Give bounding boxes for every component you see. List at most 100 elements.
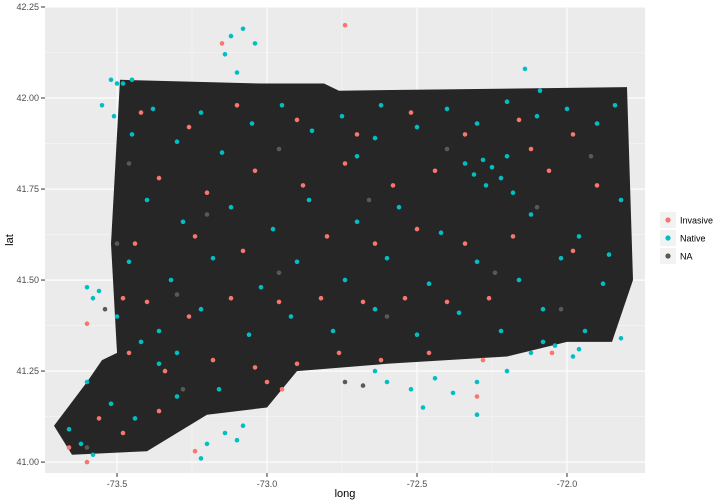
point-invasive (156, 408, 162, 414)
point-native (96, 288, 102, 294)
point-native (279, 103, 285, 108)
point-na (204, 212, 210, 217)
point-invasive (570, 132, 576, 137)
point-native (174, 394, 180, 399)
point-native (540, 339, 546, 345)
point-native (414, 124, 420, 130)
point-invasive (570, 248, 576, 254)
y-tick-label: 41.25 (16, 366, 39, 376)
point-native (576, 346, 582, 352)
point-invasive (162, 368, 168, 374)
point-native (408, 387, 414, 392)
point-invasive (84, 321, 90, 327)
point-invasive (300, 183, 306, 188)
point-native (234, 70, 240, 75)
point-invasive (240, 248, 246, 254)
point-native (474, 121, 480, 126)
point-native (480, 157, 486, 163)
point-native (90, 295, 96, 301)
point-invasive (402, 295, 408, 301)
point-native (216, 387, 222, 392)
x-tick-label: -72.5 (407, 479, 428, 489)
point-native (84, 379, 90, 385)
point-na (366, 197, 372, 203)
point-native (222, 52, 228, 57)
point-native (252, 41, 258, 46)
point-invasive (228, 295, 234, 301)
point-native (90, 452, 96, 458)
point-native (120, 81, 126, 86)
point-native (471, 172, 477, 177)
point-native (540, 306, 546, 312)
point-invasive (234, 103, 240, 108)
point-invasive (192, 448, 198, 454)
point-native (474, 412, 480, 418)
point-native (537, 88, 543, 93)
point-native (234, 437, 240, 443)
point-native (174, 350, 180, 356)
point-native (618, 336, 624, 341)
point-native (240, 26, 246, 32)
y-tick-label: 41.75 (16, 184, 39, 194)
point-native (483, 183, 489, 188)
point-native (222, 430, 228, 436)
point-native (126, 259, 132, 265)
legend-swatch (665, 235, 671, 241)
point-native (342, 277, 348, 283)
point-native (426, 281, 432, 287)
point-invasive (414, 226, 420, 232)
point-invasive (192, 234, 198, 239)
point-invasive (549, 350, 555, 356)
point-invasive (186, 124, 192, 130)
point-na (342, 379, 348, 385)
point-native (198, 306, 204, 312)
point-native (309, 128, 315, 134)
point-na (444, 146, 450, 152)
point-native (510, 190, 516, 195)
point-native (258, 285, 264, 290)
point-native (84, 285, 90, 290)
point-native (516, 277, 522, 283)
point-invasive (318, 295, 324, 301)
point-invasive (264, 379, 270, 385)
point-native (174, 139, 180, 144)
point-na (114, 241, 120, 246)
point-invasive (444, 299, 450, 305)
point-native (489, 164, 495, 170)
point-invasive (378, 357, 384, 363)
point-invasive (408, 110, 414, 115)
y-tick-label: 42.00 (16, 93, 39, 103)
point-invasive (126, 350, 132, 356)
point-invasive (252, 365, 258, 370)
point-invasive (66, 445, 72, 450)
point-native (504, 154, 510, 159)
point-native (108, 401, 114, 407)
point-native (354, 154, 360, 159)
point-native (372, 306, 378, 312)
point-invasive (510, 234, 516, 239)
point-invasive (294, 117, 300, 123)
point-native (228, 204, 234, 210)
point-invasive (432, 168, 438, 174)
point-invasive (462, 241, 468, 246)
point-invasive (324, 234, 330, 239)
point-native (456, 310, 462, 316)
point-invasive (462, 132, 468, 137)
point-na (492, 270, 498, 276)
legend-label: Native (680, 234, 706, 244)
x-tick-label: -73.5 (107, 479, 128, 489)
point-native (450, 390, 456, 396)
point-invasive (426, 350, 432, 356)
point-native (372, 368, 378, 374)
point-native (111, 113, 117, 119)
point-native (129, 132, 135, 137)
point-native (156, 328, 162, 334)
point-native (249, 121, 255, 126)
point-invasive (276, 299, 282, 305)
point-native (198, 456, 204, 461)
point-native (99, 103, 105, 108)
legend: Invasive Native NA (660, 212, 713, 264)
y-axis-ticks: 41.00 41.25 41.50 41.75 42.00 42.25 (16, 2, 45, 467)
point-native (339, 113, 345, 119)
legend-label: NA (680, 252, 693, 262)
